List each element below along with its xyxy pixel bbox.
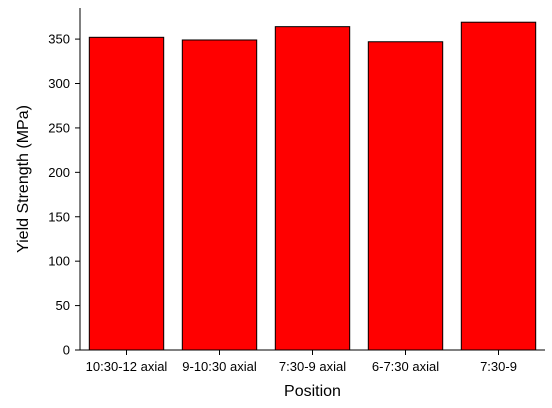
- bar: [367, 41, 444, 351]
- y-tick-label: 200: [48, 165, 70, 180]
- bar: [274, 26, 351, 351]
- y-tick-label: 350: [48, 32, 70, 47]
- x-ticks: 10:30-12 axial 9-10:30 axial 7:30-9 axial 6…: [86, 350, 517, 374]
- bar: [88, 36, 165, 351]
- x-axis-title: Position: [284, 383, 341, 400]
- x-tick-label: 10:30-12 axial: [86, 359, 168, 374]
- x-tick-label: 7:30-9 axial: [279, 359, 346, 374]
- y-tick-label: 150: [48, 209, 70, 224]
- y-axis-title: Yield Strength (MPa): [15, 105, 32, 253]
- x-tick-label: 6-7:30 axial: [372, 359, 439, 374]
- y-tick-label: 100: [48, 254, 70, 269]
- y-tick-label: 50: [56, 298, 70, 313]
- bar: [460, 21, 537, 351]
- bar: [181, 39, 258, 351]
- x-tick-label: 9-10:30 axial: [182, 359, 257, 374]
- bars-layer: [88, 21, 537, 351]
- y-tick-label: 300: [48, 76, 70, 91]
- y-ticks: 0 50 100 150 200 250 300 350: [48, 32, 80, 358]
- y-tick-label: 250: [48, 120, 70, 135]
- y-tick-label: 0: [63, 343, 70, 358]
- x-tick-label: 7:30-9: [480, 359, 517, 374]
